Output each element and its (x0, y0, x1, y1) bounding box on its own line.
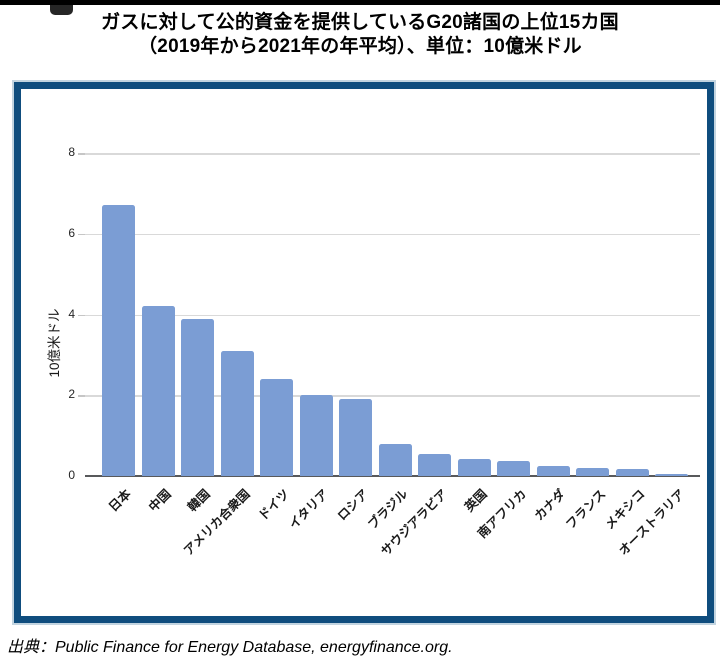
cropped-page-edge (0, 0, 720, 5)
bar-カナダ (536, 466, 570, 476)
y-tick-mark (78, 233, 85, 236)
chart-title: ガスに対して公的資金を提供しているG20諸国の上位15カ国 （2019年から20… (0, 11, 720, 59)
bar-サウジアラビア (418, 453, 451, 476)
bar-ドイツ (260, 379, 293, 476)
bar-南アフリカ (497, 460, 530, 476)
bar-日本 (102, 205, 135, 476)
bar-中国 (141, 306, 175, 476)
x-tick-label: フランス (563, 486, 609, 532)
bar-イタリア (299, 395, 333, 476)
y-tick-mark (78, 395, 85, 397)
chart-title-line1: ガスに対して公的資金を提供しているG20諸国の上位15カ国 (101, 12, 619, 33)
x-tick-label: 英国 (462, 486, 490, 515)
y-tick-mark (78, 153, 85, 155)
bar-chart: 0 2 4 6 8 10億米ドル 日本 中国 韓国 アメリカ合衆国 ドイツ イタリア ロシア ブラジル サウ… (21, 89, 707, 616)
gridline (85, 314, 700, 316)
gridline (85, 395, 700, 397)
bar-ブラジル (378, 443, 412, 476)
x-axis-line (85, 475, 700, 477)
y-tick-label: 4 (68, 306, 75, 321)
bar-ロシア (339, 399, 372, 476)
y-axis-title: 10億米ドル (47, 308, 62, 378)
x-tick-label: 韓国 (185, 486, 214, 515)
bar-英国 (457, 459, 491, 476)
y-tick-label: 2 (68, 387, 75, 402)
scan-artifact (50, 5, 73, 15)
source-citation: 出典：Public Finance for Energy Database, e… (7, 639, 453, 656)
y-tick-label: 8 (68, 145, 75, 159)
x-tick-label: 日本 (106, 486, 135, 515)
bar-フランス (576, 467, 609, 476)
gridline (85, 153, 700, 155)
bar-韓国 (181, 318, 214, 476)
y-tick-label: 6 (68, 225, 75, 240)
y-tick-mark (78, 314, 85, 316)
chart-panel: 0 2 4 6 8 10億米ドル 日本 中国 韓国 アメリカ合衆国 ドイツ イタリア ロシア ブラジル サウ… (14, 82, 714, 623)
bar-アメリカ合衆国 (220, 350, 254, 476)
chart-title-line2: （2019年から2021年の年平均）、単位：10億米ドル (138, 36, 582, 57)
bar-メキシコ (615, 469, 649, 476)
x-tick-label: 中国 (146, 486, 174, 515)
y-tick-label: 0 (68, 468, 75, 482)
gridline (85, 233, 700, 236)
bar-オーストラリア (655, 473, 688, 476)
x-tick-label: イタリア (286, 486, 332, 532)
